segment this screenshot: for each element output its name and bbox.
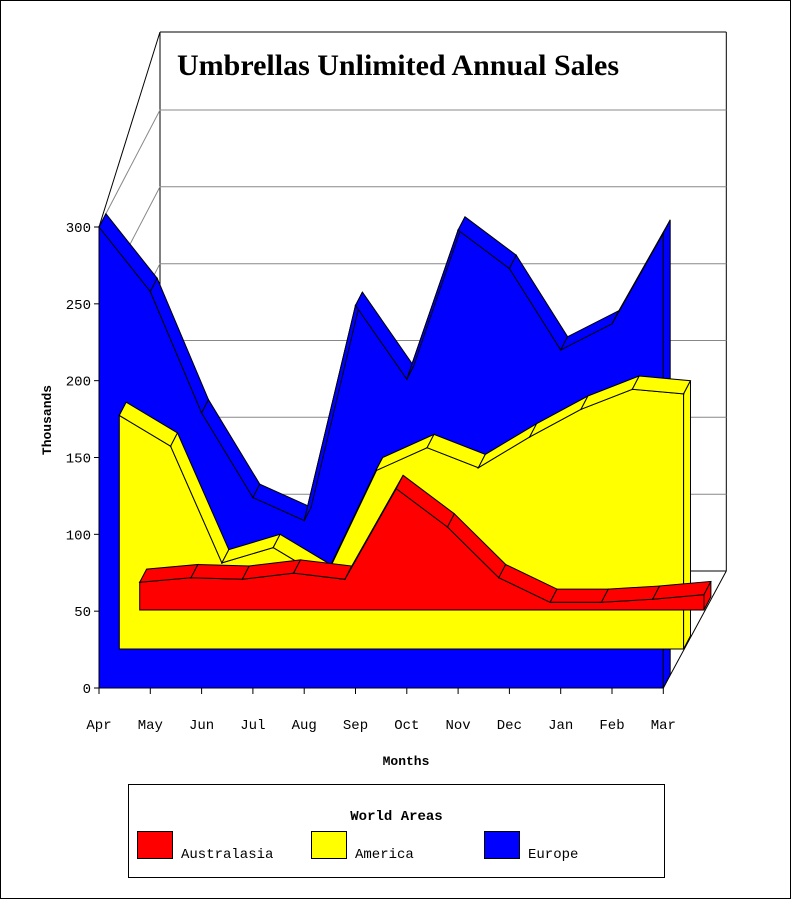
y-axis-label: Thousands (40, 385, 55, 455)
data-point-europe-aug (303, 519, 306, 522)
data-point-australasia-feb (651, 598, 654, 600)
data-point-australasia-dec (549, 601, 551, 604)
data-point-america-oct (426, 446, 428, 449)
x-tick-label-nov: Nov (445, 718, 470, 734)
x-axis-label: Months (383, 754, 430, 769)
x-tick-label-jul: Jul (240, 718, 265, 734)
data-point-europe-mar (662, 232, 665, 234)
y-tick-label-50: 50 (74, 605, 91, 621)
data-point-australasia-jun (241, 578, 244, 581)
data-point-america-nov (477, 466, 480, 469)
legend-label-europe: Europe (528, 847, 579, 863)
data-point-europe-feb (611, 323, 613, 325)
data-point-europe-may (149, 290, 152, 293)
y-tick-label-0: 0 (83, 682, 91, 698)
x-axis-ticks: Apr May Jun Jul Aug Sep Oct Nov Dec Jan Feb Mar (86, 688, 676, 734)
floor-right-edge (662, 570, 727, 689)
data-point-australasia-nov (498, 576, 500, 579)
data-point-europe-dec (508, 267, 511, 270)
y-tick-label-100: 100 (66, 528, 91, 544)
gridline-300 (98, 109, 727, 228)
y-tick-label-200: 200 (66, 375, 91, 391)
data-point-australasia-jul (292, 572, 295, 574)
legend-title: World Areas (350, 809, 443, 825)
legend-swatch-america (311, 831, 347, 859)
series-australasia (138, 474, 712, 611)
y-tick-label-150: 150 (66, 452, 91, 468)
side-wall-top-edge (98, 31, 161, 228)
end-cap-america (683, 380, 691, 650)
x-tick-label-dec: Dec (497, 718, 522, 734)
data-point-australasia-sep (395, 487, 398, 490)
data-point-america-feb (631, 388, 634, 391)
chart-title: Umbrellas Unlimited Annual Sales (177, 49, 619, 82)
data-point-america-jul (272, 546, 275, 549)
data-point-europe-jan (559, 349, 562, 351)
data-point-europe-jul (252, 496, 254, 499)
data-point-australasia-jan (600, 601, 603, 604)
data-point-europe-jun (200, 412, 203, 414)
legend-swatch-europe (484, 831, 520, 859)
legend-label-america: America (355, 847, 414, 863)
y-tick-label-300: 300 (66, 221, 91, 237)
data-point-europe-oct (406, 378, 408, 380)
y-axis-ticks: 0 50 100 150 200 250 300 (66, 221, 99, 698)
data-point-america-may (169, 445, 172, 448)
x-tick-label-feb: Feb (599, 718, 624, 734)
series-layer (98, 212, 712, 689)
data-point-australasia-mar (703, 593, 705, 596)
data-point-america-mar (682, 393, 685, 395)
x-tick-label-apr: Apr (86, 718, 111, 734)
end-cap-australasia (703, 581, 712, 611)
data-point-australasia-may (190, 576, 192, 579)
x-tick-label-sep: Sep (343, 718, 368, 734)
data-point-america-jun (221, 562, 223, 564)
data-point-australasia-oct (446, 526, 449, 528)
data-point-america-jan (580, 408, 582, 411)
x-tick-label-jan: Jan (548, 718, 573, 734)
legend-label-australasia: Australasia (181, 847, 274, 863)
data-point-america-apr (118, 414, 121, 417)
data-point-europe-nov (457, 229, 459, 231)
x-tick-label-oct: Oct (394, 718, 419, 734)
legend-swatch-australasia (137, 831, 173, 859)
data-point-america-dec (528, 436, 531, 438)
ribbon-australasia-may (190, 563, 251, 580)
data-point-america-sep (375, 469, 377, 472)
x-tick-label-may: May (138, 718, 163, 734)
x-tick-label-mar: Mar (651, 718, 676, 734)
x-tick-label-aug: Aug (292, 718, 317, 734)
data-point-australasia-aug (344, 578, 346, 581)
legend: World Areas Australasia America Europe (128, 784, 665, 878)
ribbon-australasia-dec (549, 588, 610, 603)
y-tick-label-250: 250 (66, 298, 91, 314)
data-point-australasia-apr (138, 581, 141, 584)
data-point-europe-sep (354, 304, 357, 307)
x-tick-label-jun: Jun (189, 718, 214, 734)
